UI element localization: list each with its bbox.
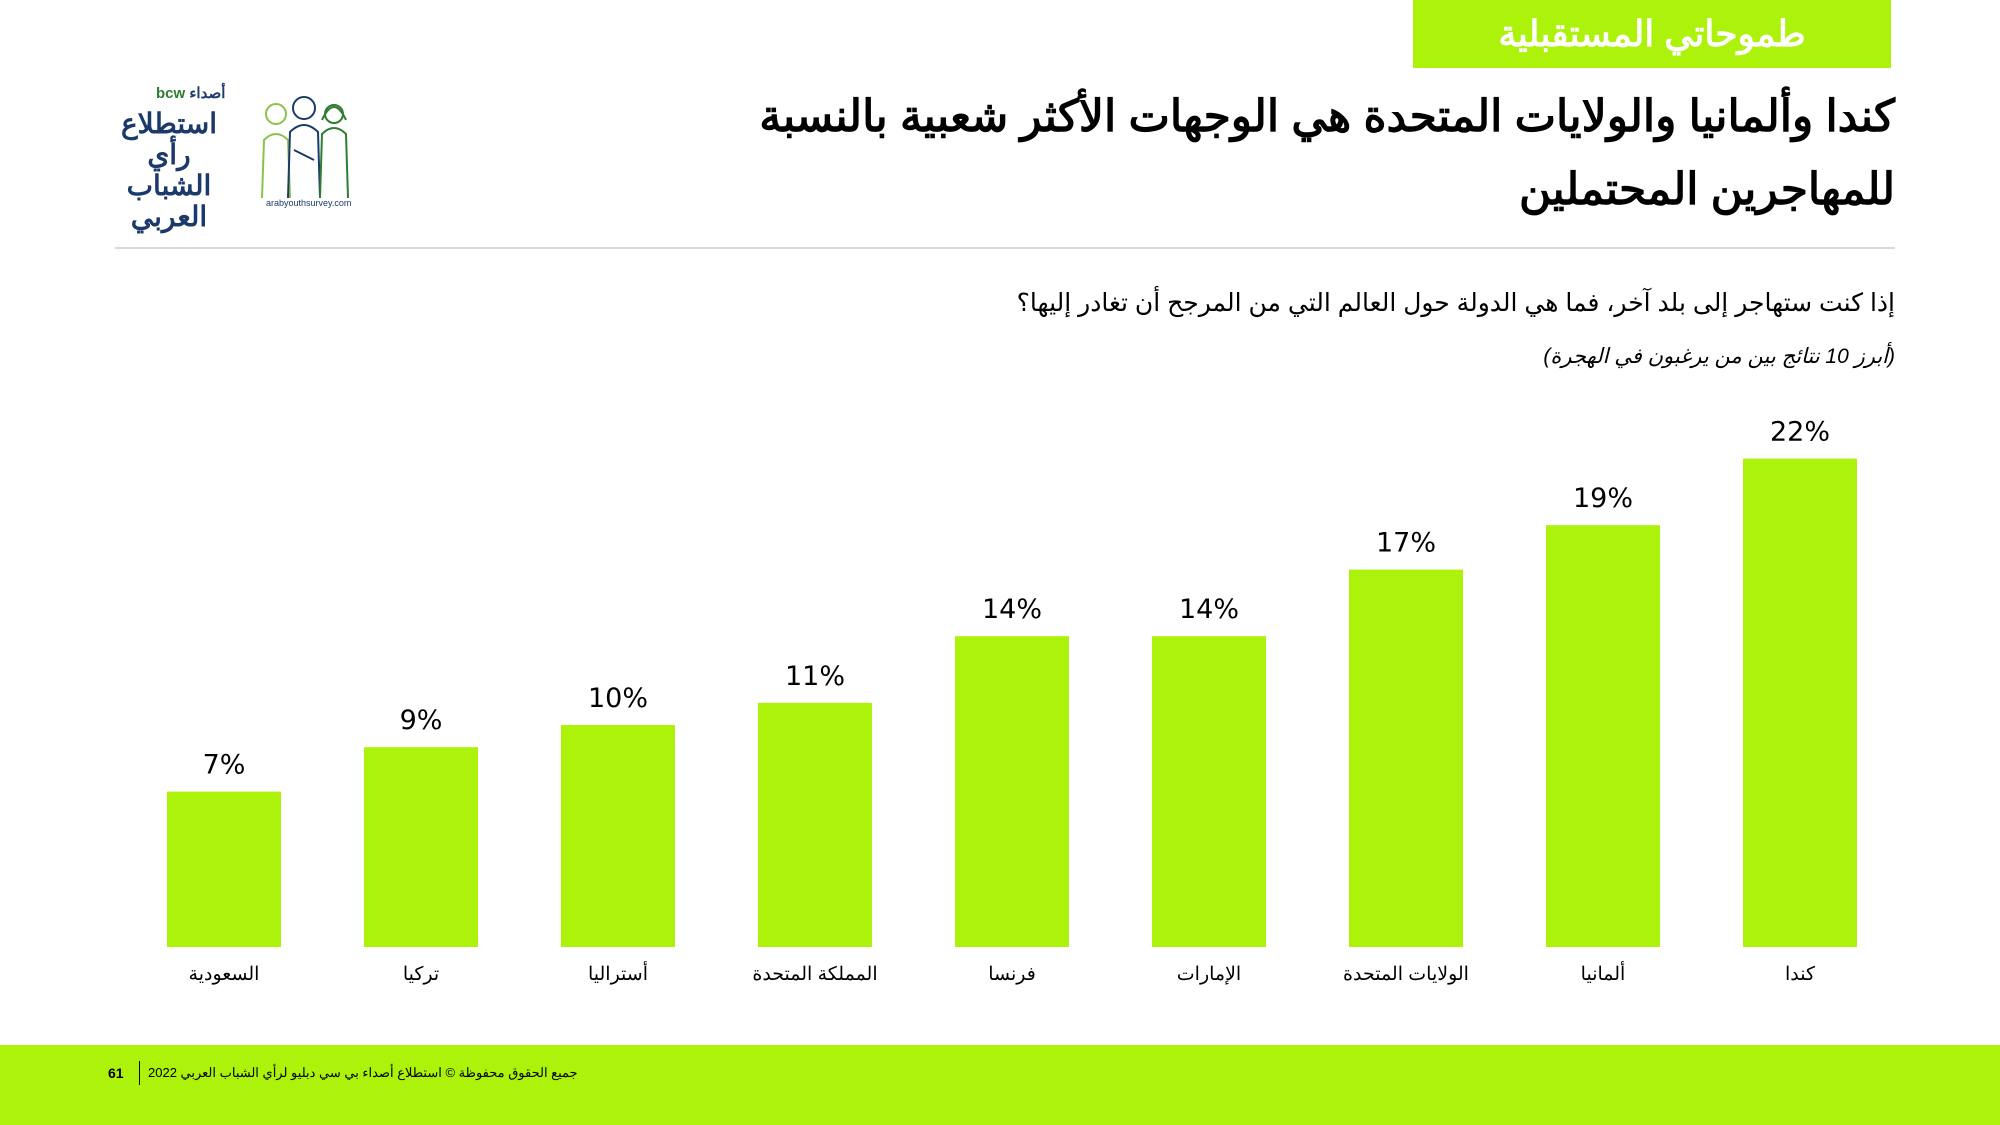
header-divider [115, 247, 1895, 249]
survey-question: إذا كنت ستهاجر إلى بلد آخر، فما هي الدول… [1016, 289, 1895, 317]
bar [758, 702, 872, 947]
logo-url: arabyouthsurvey.com [266, 198, 352, 208]
copyright-text: جميع الحقوق محفوظة © استطلاع أصداء بي سي… [148, 1065, 578, 1080]
logo-brand-arabic: أصداء [189, 85, 226, 102]
bar-value-label: 22% [1770, 417, 1830, 448]
bar [167, 791, 281, 947]
category-label: السعودية [189, 964, 260, 985]
page-title: كندا وألمانيا والولايات المتحدة هي الوجه… [759, 92, 1895, 214]
category-label: ألمانيا [1581, 960, 1626, 985]
bar-value-label: 19% [1573, 483, 1633, 514]
bar-value-label: 9% [400, 705, 443, 736]
bar-value-label: 14% [1179, 594, 1239, 625]
bar [561, 725, 675, 947]
footer-bar: 61 جميع الحقوق محفوظة © استطلاع أصداء بي… [0, 1045, 2000, 1125]
category-label: أستراليا [588, 960, 648, 985]
page-number: 61 [108, 1065, 124, 1081]
bar-value-label: 7% [203, 750, 246, 781]
logo-brand-latin: bcw [156, 85, 186, 102]
survey-subnote: (أبرز 10 نتائج بين من يرغبون في الهجرة) [1543, 345, 1895, 368]
bar [1546, 525, 1660, 947]
category-label: فرنسا [988, 964, 1036, 985]
bar [364, 747, 478, 947]
bar [955, 636, 1069, 947]
bar [1349, 569, 1463, 947]
section-tag: طموحاتي المستقبلية [1413, 0, 1891, 68]
bar-chart: 7% السعودية 9% تركيا 10% أستراليا 11% المملكة ا… [167, 417, 1857, 985]
logo-brand: bcw أصداء [156, 84, 225, 102]
category-label: الولايات المتحدة [1343, 964, 1469, 985]
bar [1152, 636, 1266, 947]
bar [1743, 458, 1857, 947]
logo-survey-name: استطلاع رأي الشباب العربي [120, 108, 218, 232]
category-label: كندا [1785, 964, 1816, 985]
people-illustration-icon [261, 96, 349, 199]
bar-value-label: 14% [982, 594, 1042, 625]
category-label: المملكة المتحدة [752, 964, 877, 985]
footer-separator [139, 1061, 140, 1085]
survey-logo: bcw أصداء استطلاع رأي الشباب العربي arab… [110, 84, 355, 232]
bar-value-label: 11% [785, 661, 845, 692]
category-label: الإمارات [1177, 964, 1241, 985]
category-label: تركيا [403, 964, 439, 985]
bar-value-label: 10% [588, 683, 648, 714]
bar-value-label: 17% [1376, 528, 1436, 559]
